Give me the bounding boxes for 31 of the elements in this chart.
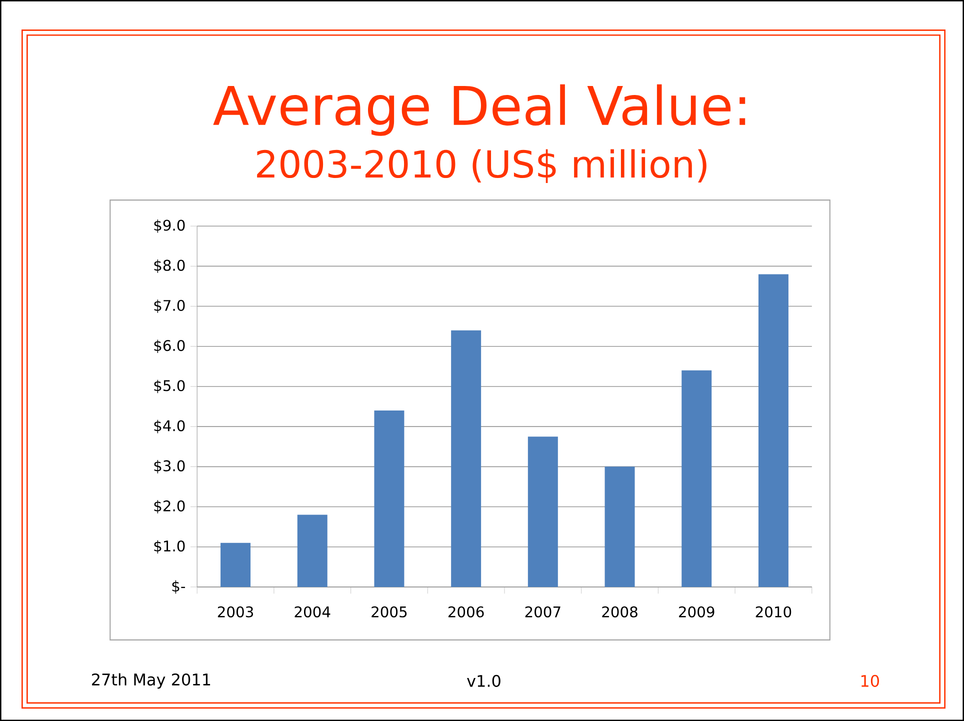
text: v1.0	[467, 674, 500, 687]
y-tick-label: $3.0	[154, 460, 185, 474]
chart-subtitle: 2003-2010 (US$ million)	[257, 149, 706, 183]
x-tick-label: 2005	[372, 606, 407, 618]
y-tick-label: $2.0	[154, 500, 185, 514]
bar	[758, 274, 788, 587]
bar	[604, 466, 635, 587]
bar	[220, 542, 251, 587]
x-tick-label: 2009	[679, 606, 714, 618]
x-tick-label: 2007	[525, 606, 560, 618]
y-tick-label: $9.0	[154, 219, 185, 233]
bar	[528, 436, 558, 587]
bar	[374, 410, 404, 587]
y-tick-label: $5.0	[154, 380, 185, 394]
x-tick-label: 2003	[218, 606, 253, 618]
bar	[682, 370, 712, 587]
x-tick-label: 2006	[448, 606, 484, 618]
y-tick-label: $-	[172, 580, 186, 594]
y-tick-label: $7.0	[154, 300, 185, 313]
x-tick-label: 2010	[756, 606, 792, 618]
text: 10	[861, 674, 879, 687]
y-tick-label: $1.0	[154, 540, 185, 554]
bar	[297, 514, 328, 587]
x-tick-label: 2008	[602, 606, 638, 618]
text: 27th May 2011	[92, 673, 210, 689]
y-tick-label: $6.0	[154, 340, 185, 353]
y-tick-label: $8.0	[154, 260, 185, 273]
x-tick-label: 2004	[294, 606, 330, 618]
bar	[451, 330, 482, 587]
chart-title: Average Deal Value:	[213, 84, 746, 136]
y-tick-label: $4.0	[154, 420, 185, 434]
